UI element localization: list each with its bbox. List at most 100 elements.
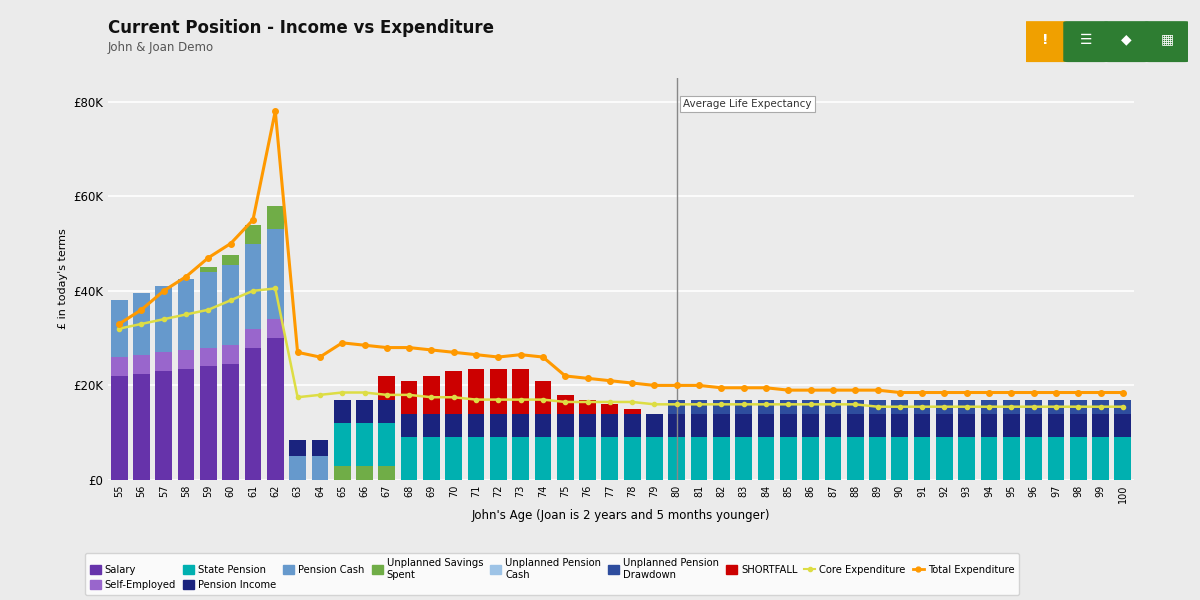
Bar (1048, 414, 1064, 437)
Bar (245, 224, 262, 244)
Bar (133, 374, 150, 480)
Bar (691, 414, 708, 437)
Bar (110, 300, 127, 357)
Bar (668, 414, 685, 437)
Bar (1048, 437, 1064, 480)
Bar (490, 369, 506, 414)
Legend: Salary, Self-Employed, State Pension, Pension Income, Pension Cash, Unplanned Sa: Salary, Self-Employed, State Pension, Pe… (84, 553, 1020, 595)
Bar (401, 414, 418, 437)
Bar (847, 400, 864, 414)
Bar (780, 400, 797, 414)
Bar (980, 400, 997, 414)
Bar (1070, 400, 1087, 414)
Bar (824, 400, 841, 414)
Bar (646, 414, 662, 437)
Bar (334, 466, 350, 480)
Bar (824, 414, 841, 437)
Bar (200, 367, 217, 480)
Bar (133, 293, 150, 355)
Bar (668, 437, 685, 480)
Bar (691, 437, 708, 480)
Bar (1003, 437, 1020, 480)
Bar (222, 256, 239, 265)
Bar (780, 437, 797, 480)
Bar (847, 437, 864, 480)
Bar (847, 414, 864, 437)
Bar (468, 369, 485, 414)
Bar (1070, 437, 1087, 480)
Bar (892, 400, 908, 414)
Bar (445, 371, 462, 414)
Bar (445, 437, 462, 480)
Bar (200, 267, 217, 272)
Bar (713, 414, 730, 437)
Bar (557, 437, 574, 480)
Bar (401, 437, 418, 480)
Bar (803, 437, 818, 480)
Bar (936, 400, 953, 414)
Bar (959, 400, 976, 414)
Bar (913, 414, 930, 437)
Text: ☰: ☰ (1080, 32, 1092, 47)
Bar (178, 350, 194, 369)
Bar (378, 423, 395, 466)
Bar (601, 437, 618, 480)
Text: John & Joan Demo: John & Joan Demo (108, 41, 214, 54)
Bar (646, 437, 662, 480)
Bar (534, 437, 551, 480)
Bar (1092, 437, 1109, 480)
Bar (266, 319, 283, 338)
Bar (245, 244, 262, 329)
Bar (401, 380, 418, 414)
Bar (289, 457, 306, 480)
Bar (869, 437, 886, 480)
Bar (178, 369, 194, 480)
Y-axis label: £ in today's terms: £ in today's terms (58, 229, 67, 329)
Bar (266, 229, 283, 319)
Bar (445, 414, 462, 437)
Text: ◆: ◆ (1121, 32, 1132, 47)
Bar (468, 414, 485, 437)
Bar (1025, 400, 1042, 414)
Bar (980, 414, 997, 437)
Bar (222, 364, 239, 480)
Bar (601, 404, 618, 414)
Bar (869, 400, 886, 414)
Bar (356, 466, 373, 480)
Bar (980, 437, 997, 480)
Bar (892, 437, 908, 480)
Bar (512, 369, 529, 414)
Bar (913, 400, 930, 414)
Bar (580, 400, 596, 414)
Bar (312, 457, 329, 480)
Bar (803, 414, 818, 437)
Bar (424, 376, 439, 414)
Bar (222, 345, 239, 364)
Bar (1115, 437, 1132, 480)
Bar (534, 414, 551, 437)
Bar (200, 347, 217, 367)
FancyBboxPatch shape (1063, 21, 1109, 62)
Bar (892, 414, 908, 437)
Bar (624, 437, 641, 480)
Bar (266, 338, 283, 480)
Bar (1115, 400, 1132, 414)
FancyBboxPatch shape (1104, 21, 1150, 62)
Bar (736, 414, 752, 437)
Bar (356, 423, 373, 466)
Bar (266, 206, 283, 229)
Bar (580, 437, 596, 480)
Bar (668, 400, 685, 414)
Bar (1048, 400, 1064, 414)
Bar (424, 437, 439, 480)
Bar (245, 329, 262, 347)
Bar (1092, 400, 1109, 414)
Bar (624, 409, 641, 414)
Bar (869, 414, 886, 437)
Bar (580, 414, 596, 437)
Bar (490, 437, 506, 480)
Bar (757, 437, 774, 480)
Text: Current Position - Income vs Expenditure: Current Position - Income vs Expenditure (108, 19, 494, 37)
Bar (959, 414, 976, 437)
Bar (155, 286, 172, 352)
